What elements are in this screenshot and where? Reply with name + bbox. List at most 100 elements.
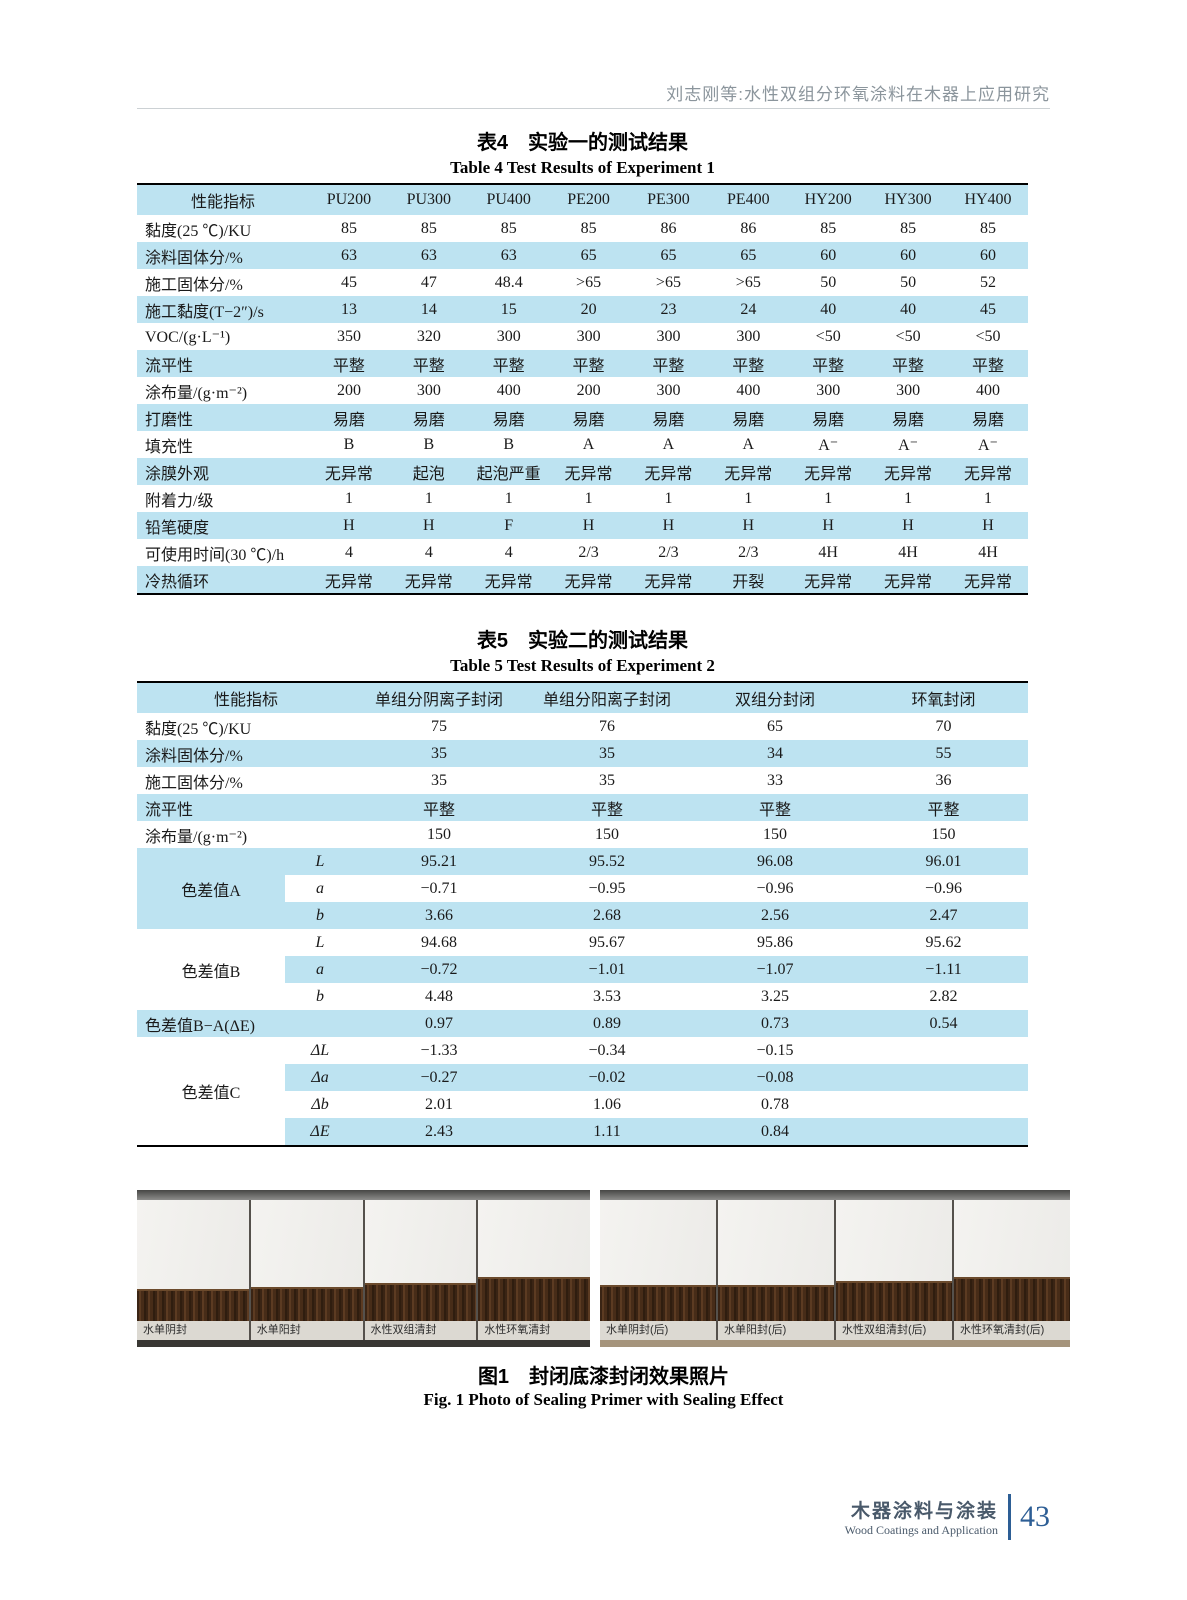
panel-label: 水单阴封(后)	[600, 1321, 716, 1340]
cell: 300	[788, 377, 869, 404]
cell: 4H	[948, 539, 1028, 566]
cell: 4H	[788, 539, 869, 566]
cell: −0.27	[355, 1064, 524, 1091]
cell: 1	[468, 485, 549, 512]
cell: 起泡严重	[468, 458, 549, 485]
cell: 76	[523, 713, 692, 740]
cell: 0.97	[355, 1010, 524, 1037]
cell: 无异常	[868, 458, 948, 485]
cell: B	[388, 431, 469, 458]
table4-section: 表4 实验一的测试结果 Table 4 Test Results of Expe…	[137, 130, 1028, 595]
row-label: 涂布量/(g·m⁻²)	[137, 821, 356, 848]
cell: 63	[388, 242, 469, 269]
cell: A⁻	[788, 431, 869, 458]
row-sub-label: L	[285, 848, 356, 875]
cell: 2/3	[548, 539, 629, 566]
figure1-caption-en: Fig. 1 Photo of Sealing Primer with Seal…	[423, 1390, 784, 1409]
row-group-label: 色差值C	[137, 1037, 285, 1146]
cell: 96.01	[859, 848, 1029, 875]
cell: 1	[628, 485, 709, 512]
row-sub-label: L	[285, 929, 356, 956]
cell: 45	[948, 296, 1028, 323]
sealed-coating-area	[718, 1200, 834, 1285]
wood-grain-area	[718, 1285, 834, 1321]
cell: 1	[948, 485, 1028, 512]
wood-grain-area	[250, 1287, 363, 1321]
panel-label: 水单阳封(后)	[718, 1321, 834, 1340]
running-head: 刘志刚等:水性双组分环氧涂料在木器上应用研究	[666, 85, 1050, 104]
row-label: 流平性	[137, 794, 356, 821]
table-row: b 3.66 2.68 2.56 2.47	[137, 902, 1029, 929]
cell: 34	[691, 740, 860, 767]
row-group-label: 色差值A	[137, 848, 285, 929]
cell: 1	[868, 485, 948, 512]
cell: H	[548, 512, 629, 539]
cell: 无异常	[948, 566, 1028, 594]
cell: 1.06	[523, 1091, 692, 1118]
cell: A⁻	[948, 431, 1028, 458]
table-row: ΔE 2.43 1.11 0.84	[137, 1118, 1029, 1146]
cell: 40	[868, 296, 948, 323]
cell: 15	[468, 296, 549, 323]
cell: >65	[628, 269, 709, 296]
column-header: HY300	[868, 184, 948, 215]
table-row: 涂布量/(g·m⁻²) 200 300 400 200 300 400 300 300 400	[137, 377, 1028, 404]
table-row: 黏度(25 ℃)/KU 85 85 85 85 86 86 85 85 85	[137, 215, 1028, 242]
cell: 1	[788, 485, 869, 512]
column-header: 性能指标	[137, 682, 356, 713]
wood-grain-area	[600, 1285, 716, 1321]
cell: 平整	[628, 350, 709, 377]
cell: 0.89	[523, 1010, 692, 1037]
cell: 3.53	[523, 983, 692, 1010]
panel-label: 水性环氧清封(后)	[954, 1321, 1070, 1340]
table4-title-cn: 表4 实验一的测试结果	[476, 132, 689, 154]
cell: −0.08	[691, 1064, 860, 1091]
cell: 48.4	[468, 269, 549, 296]
panel-label: 水性环氧清封	[478, 1321, 590, 1340]
table-row: 色差值B L 94.68 95.67 95.86 95.62	[137, 929, 1029, 1010]
cell: 易磨	[388, 404, 469, 431]
table-row: 冷热循环 无异常 无异常 无异常 无异常 无异常 开裂 无异常 无异常 无异常	[137, 566, 1028, 594]
cell: 200	[309, 377, 389, 404]
cell: 300	[628, 323, 709, 350]
cell: 易磨	[309, 404, 389, 431]
cell: 55	[859, 740, 1029, 767]
cell: −1.33	[355, 1037, 524, 1064]
cell: 65	[708, 242, 789, 269]
cell: 300	[468, 323, 549, 350]
cell: 150	[355, 821, 524, 848]
row-sub-label: Δb	[285, 1091, 356, 1118]
panel-label: 水性双组清封(后)	[836, 1321, 952, 1340]
cell: 平整	[468, 350, 549, 377]
column-header: 环氧封闭	[859, 682, 1029, 713]
row-label: 黏度(25 ℃)/KU	[137, 215, 309, 242]
cell: 300	[388, 377, 469, 404]
table-row: 涂料固体分/% 63 63 63 65 65 65 60 60 60	[137, 242, 1028, 269]
cell: B	[468, 431, 549, 458]
cell: B	[309, 431, 389, 458]
cell: 4H	[868, 539, 948, 566]
cell: 300	[868, 377, 948, 404]
cell: 95.52	[523, 848, 692, 875]
cell: H	[868, 512, 948, 539]
cell: 50	[868, 269, 948, 296]
row-label: 涂布量/(g·m⁻²)	[137, 377, 309, 404]
cell: 60	[788, 242, 869, 269]
cell: −1.01	[523, 956, 692, 983]
panel-label: 水单阳封	[250, 1321, 363, 1340]
column-header: 双组分封闭	[691, 682, 860, 713]
cell: 320	[388, 323, 469, 350]
cell: 35	[355, 740, 524, 767]
cell: 150	[859, 821, 1029, 848]
cell: 无异常	[788, 566, 869, 594]
cell: 无异常	[788, 458, 869, 485]
cell: 13	[309, 296, 389, 323]
table-row: a −0.72 −1.01 −1.07 −1.11	[137, 956, 1029, 983]
panel-label: 水单阴封	[137, 1321, 249, 1340]
cell: 85	[468, 215, 549, 242]
cell: 0.84	[691, 1118, 860, 1146]
cell	[859, 1064, 1029, 1091]
photo-bottom-edge	[600, 1340, 1070, 1347]
figure1: 水单阴封 水单阳封 水性双组清封 水性环氧清封 水单阴封(后) 水单阳封(后) 水性双组清…	[137, 1190, 1070, 1347]
cell: 24	[708, 296, 789, 323]
